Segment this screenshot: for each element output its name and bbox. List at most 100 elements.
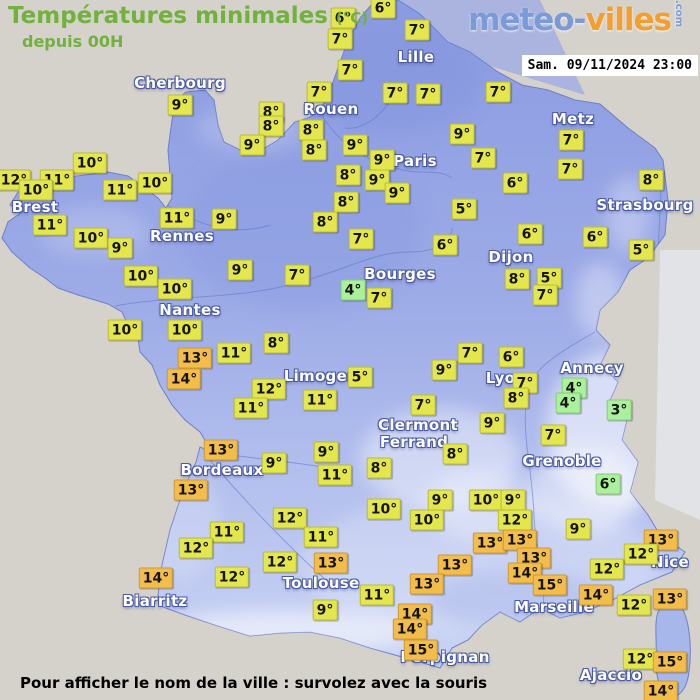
temp-chip[interactable]: 8° — [333, 191, 359, 213]
temp-chip[interactable]: 13° — [652, 588, 688, 610]
temp-chip[interactable]: 6° — [582, 226, 608, 248]
temp-chip[interactable]: 13° — [173, 479, 209, 501]
temp-chip[interactable]: 9° — [369, 149, 395, 171]
temp-chip[interactable]: 6° — [517, 223, 543, 245]
temp-chip[interactable]: 12° — [272, 507, 308, 529]
temp-chip[interactable]: 10° — [18, 179, 54, 201]
temp-chip[interactable]: 12° — [262, 551, 298, 573]
temp-chip[interactable]: 8° — [442, 443, 468, 465]
temp-chip[interactable]: 9° — [313, 441, 339, 463]
temp-chip[interactable]: 10° — [137, 172, 173, 194]
temp-chip[interactable]: 9° — [431, 359, 457, 381]
temp-chip[interactable]: 12° — [214, 566, 250, 588]
temp-chip[interactable]: 10° — [107, 319, 143, 341]
temp-chip[interactable]: 11° — [303, 526, 339, 548]
temp-chip[interactable]: 13° — [472, 532, 508, 554]
temp-chip[interactable]: 11° — [317, 464, 353, 486]
temp-chip[interactable]: 9° — [364, 169, 390, 191]
temp-chip[interactable]: 10° — [409, 509, 445, 531]
temp-chip[interactable]: 9° — [479, 412, 505, 434]
temp-chip[interactable]: 5° — [347, 366, 373, 388]
temp-chip[interactable]: 12° — [616, 594, 652, 616]
temp-chip[interactable]: 11° — [102, 179, 138, 201]
temp-chip[interactable]: 9° — [107, 237, 133, 259]
temp-chip[interactable]: 7° — [532, 284, 558, 306]
temp-chip[interactable]: 7° — [337, 59, 363, 81]
temp-chip[interactable]: 14° — [138, 567, 174, 589]
temp-chip[interactable]: 14° — [643, 680, 679, 700]
temp-chip[interactable]: 9° — [500, 489, 526, 511]
temp-chip[interactable]: 7° — [557, 158, 583, 180]
temp-chip[interactable]: 12° — [623, 543, 659, 565]
temp-chip[interactable]: 10° — [468, 489, 504, 511]
temp-chip[interactable]: 5° — [536, 267, 562, 289]
temp-chip[interactable]: 15° — [403, 639, 439, 661]
temp-chip[interactable]: 7° — [558, 129, 584, 151]
temp-chip[interactable]: 15° — [532, 574, 568, 596]
temp-chip[interactable]: 9° — [261, 452, 287, 474]
temp-chip[interactable]: 15° — [652, 651, 688, 673]
temp-chip[interactable]: 7° — [410, 394, 436, 416]
temp-chip[interactable]: 11° — [302, 389, 338, 411]
temp-chip[interactable]: 9° — [211, 208, 237, 230]
temp-chip[interactable]: 13° — [437, 554, 473, 576]
temp-chip[interactable]: 13° — [313, 552, 349, 574]
temp-chip[interactable]: 7° — [415, 83, 441, 105]
temp-chip[interactable]: 8° — [258, 115, 284, 137]
temp-chip[interactable]: 8° — [312, 211, 338, 233]
temp-chip[interactable]: 7° — [327, 28, 353, 50]
temp-chip[interactable]: 9° — [342, 134, 368, 156]
temp-chip[interactable]: 10° — [72, 152, 108, 174]
temp-chip[interactable]: 3° — [606, 399, 632, 421]
temp-chip[interactable]: 9° — [427, 489, 453, 511]
temp-chip[interactable]: 8° — [504, 268, 530, 290]
logo[interactable]: meteo-villes .com — [468, 0, 684, 38]
temp-chip[interactable]: 7° — [306, 81, 332, 103]
temp-chip[interactable]: 11° — [216, 342, 252, 364]
temp-chip[interactable]: 14° — [392, 618, 428, 640]
temp-chip[interactable]: 9° — [449, 123, 475, 145]
temp-chip[interactable]: 9° — [384, 182, 410, 204]
temp-chip[interactable]: 4° — [555, 392, 581, 414]
temp-chip[interactable]: 12° — [178, 537, 214, 559]
temp-chip[interactable]: 6° — [432, 234, 458, 256]
temp-chip[interactable]: 5° — [451, 198, 477, 220]
temp-chip[interactable]: 10° — [123, 265, 159, 287]
temp-chip[interactable]: 11° — [209, 521, 245, 543]
temp-chip[interactable]: 13° — [177, 347, 213, 369]
temp-chip[interactable]: 14° — [578, 584, 614, 606]
temp-chip[interactable]: 8° — [298, 119, 324, 141]
temp-chip[interactable]: 9° — [167, 94, 193, 116]
temp-chip[interactable]: 9° — [227, 259, 253, 281]
temp-chip[interactable]: 11° — [359, 584, 395, 606]
temp-chip[interactable]: 12° — [497, 509, 533, 531]
temp-chip[interactable]: 8° — [301, 139, 327, 161]
temp-chip[interactable]: 7° — [470, 147, 496, 169]
temp-chip[interactable]: 8° — [263, 332, 289, 354]
temp-chip[interactable]: 7° — [512, 372, 538, 394]
temp-chip[interactable]: 8° — [335, 164, 361, 186]
temp-chip[interactable]: 6° — [370, 0, 396, 19]
temp-chip[interactable]: 10° — [366, 498, 402, 520]
temp-chip[interactable]: 6° — [595, 473, 621, 495]
temp-chip[interactable]: 14° — [166, 368, 202, 390]
temp-chip[interactable]: 10° — [157, 278, 193, 300]
temp-chip[interactable]: 13° — [409, 573, 445, 595]
temp-chip[interactable]: 4° — [340, 279, 366, 301]
temp-chip[interactable]: 6° — [498, 346, 524, 368]
temp-chip[interactable]: 9° — [239, 134, 265, 156]
temp-chip[interactable]: 12° — [251, 378, 287, 400]
temp-chip[interactable]: 13° — [203, 439, 239, 461]
temp-chip[interactable]: 11° — [32, 214, 68, 236]
temp-chip[interactable]: 6° — [330, 7, 356, 29]
temp-chip[interactable]: 7° — [382, 82, 408, 104]
temp-chip[interactable]: 8° — [503, 387, 529, 409]
temp-chip[interactable]: 7° — [404, 19, 430, 41]
temp-chip[interactable]: 11° — [233, 397, 269, 419]
temp-chip[interactable]: 10° — [167, 319, 203, 341]
temp-chip[interactable]: 9° — [565, 518, 591, 540]
temp-chip[interactable]: 7° — [540, 424, 566, 446]
temp-chip[interactable]: 7° — [485, 81, 511, 103]
temp-chip[interactable]: 8° — [638, 169, 664, 191]
temp-chip[interactable]: 5° — [628, 239, 654, 261]
